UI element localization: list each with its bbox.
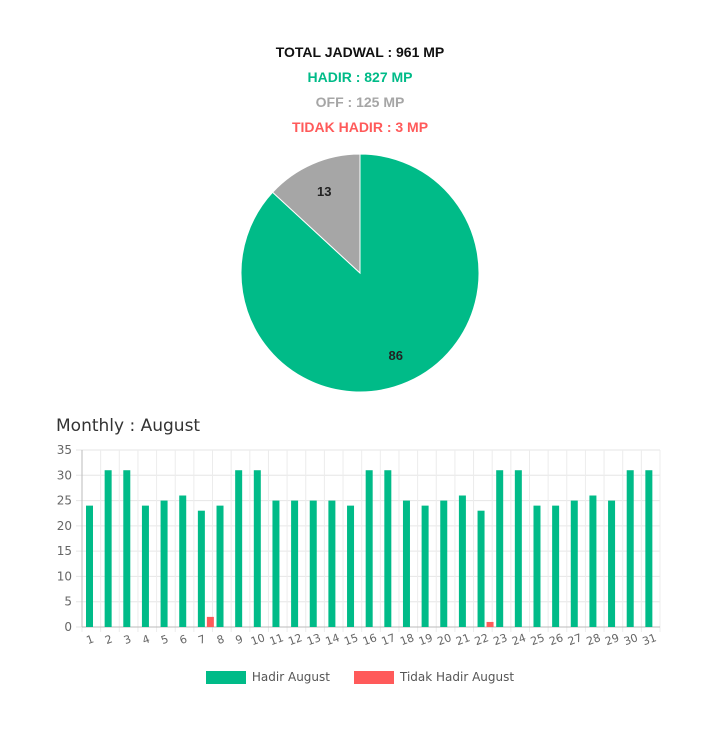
pie-slice-off[interactable] <box>271 153 361 275</box>
x-tick-label: 31 <box>641 631 659 648</box>
bar-hadir[interactable] <box>253 470 261 627</box>
attendance-pie-chart: 86 13 <box>240 153 480 393</box>
x-tick-label: 26 <box>547 631 565 648</box>
y-tick-label: 35 <box>57 443 72 457</box>
pie-slice-hadir[interactable] <box>240 153 480 393</box>
bar-hadir[interactable] <box>570 500 578 627</box>
bar-hadir[interactable] <box>291 500 299 627</box>
off-count-label: OFF : 125 MP <box>315 94 405 110</box>
x-tick-label: 7 <box>196 632 207 647</box>
x-tick-label: 19 <box>417 631 435 648</box>
x-tick-label: 6 <box>178 632 189 647</box>
bar-hadir[interactable] <box>626 470 634 627</box>
y-tick-label: 20 <box>57 519 72 533</box>
x-tick-label: 29 <box>603 631 621 648</box>
y-tick-label: 15 <box>57 544 72 558</box>
x-tick-label: 27 <box>566 631 584 648</box>
legend-label-hadir: Hadir August <box>251 670 330 684</box>
bar-hadir[interactable] <box>272 500 280 627</box>
x-tick-label: 16 <box>361 631 379 648</box>
pie-label-off: 13 <box>317 184 331 199</box>
bar-hadir[interactable] <box>384 470 392 627</box>
bar-hadir[interactable] <box>309 500 317 627</box>
bar-hadir[interactable] <box>402 500 410 627</box>
x-tick-label: 24 <box>510 631 528 648</box>
bar-hadir[interactable] <box>216 505 224 627</box>
x-tick-label: 1 <box>85 632 96 647</box>
x-tick-label: 8 <box>215 632 226 647</box>
bar-chart-legend: Hadir August Tidak Hadir August <box>0 670 720 684</box>
x-tick-label: 15 <box>342 631 360 648</box>
x-tick-label: 23 <box>492 631 510 648</box>
bar-hadir[interactable] <box>440 500 448 627</box>
x-tick-label: 18 <box>398 631 416 648</box>
total-schedule-label: TOTAL JADWAL : 961 MP <box>275 44 445 60</box>
bar-tidak-hadir[interactable] <box>486 621 494 627</box>
bar-tidak-hadir[interactable] <box>206 616 214 627</box>
x-tick-label: 10 <box>249 631 267 648</box>
bar-hadir[interactable] <box>645 470 653 627</box>
y-tick-label: 0 <box>64 620 72 634</box>
legend-item-hadir[interactable]: Hadir August <box>205 670 330 684</box>
bar-hadir[interactable] <box>552 505 560 627</box>
bar-hadir[interactable] <box>421 505 429 627</box>
x-tick-label: 25 <box>529 631 547 648</box>
x-tick-label: 20 <box>436 631 454 648</box>
bar-hadir[interactable] <box>347 505 355 627</box>
legend-item-tidak-hadir[interactable]: Tidak Hadir August <box>353 670 515 684</box>
bar-hadir[interactable] <box>477 510 485 627</box>
bar-hadir[interactable] <box>365 470 373 627</box>
x-tick-label: 28 <box>585 631 603 648</box>
y-tick-label: 30 <box>57 468 72 482</box>
x-tick-label: 11 <box>268 631 286 648</box>
x-tick-label: 21 <box>454 631 472 648</box>
bar-hadir[interactable] <box>104 470 112 627</box>
x-tick-label: 5 <box>159 632 170 647</box>
monthly-title: Monthly : August <box>56 416 201 436</box>
x-tick-label: 14 <box>324 631 342 648</box>
x-tick-label: 22 <box>473 631 491 648</box>
bar-hadir[interactable] <box>179 495 187 627</box>
legend-swatch-tidak-hadir <box>353 670 394 684</box>
bar-hadir[interactable] <box>514 470 522 627</box>
pie-label-hadir: 86 <box>389 348 403 363</box>
x-tick-label: 3 <box>122 632 133 647</box>
y-tick-label: 25 <box>57 494 72 508</box>
y-tick-label: 5 <box>64 595 72 609</box>
bar-hadir[interactable] <box>86 505 93 627</box>
bar-hadir[interactable] <box>589 495 597 627</box>
bar-hadir[interactable] <box>160 500 168 627</box>
bar-hadir[interactable] <box>235 470 243 627</box>
legend-label-tidak-hadir: Tidak Hadir August <box>399 670 515 684</box>
y-tick-label: 10 <box>57 569 72 583</box>
x-tick-label: 9 <box>234 632 245 647</box>
bar-hadir[interactable] <box>197 510 205 627</box>
legend-swatch-hadir <box>205 670 246 684</box>
x-tick-label: 17 <box>380 631 398 648</box>
bar-hadir[interactable] <box>141 505 149 627</box>
x-tick-label: 2 <box>103 632 114 647</box>
x-tick-label: 4 <box>141 632 152 647</box>
bar-hadir[interactable] <box>458 495 466 627</box>
bar-hadir[interactable] <box>123 470 131 627</box>
bar-hadir[interactable] <box>496 470 504 627</box>
bar-hadir[interactable] <box>533 505 541 627</box>
x-tick-label: 12 <box>286 631 304 648</box>
bar-hadir[interactable] <box>328 500 336 627</box>
bar-hadir[interactable] <box>608 500 616 627</box>
present-count-label: HADIR : 827 MP <box>307 69 413 85</box>
absent-count-label: TIDAK HADIR : 3 MP <box>291 119 429 135</box>
x-tick-label: 13 <box>305 631 323 648</box>
x-tick-label: 30 <box>622 631 640 648</box>
